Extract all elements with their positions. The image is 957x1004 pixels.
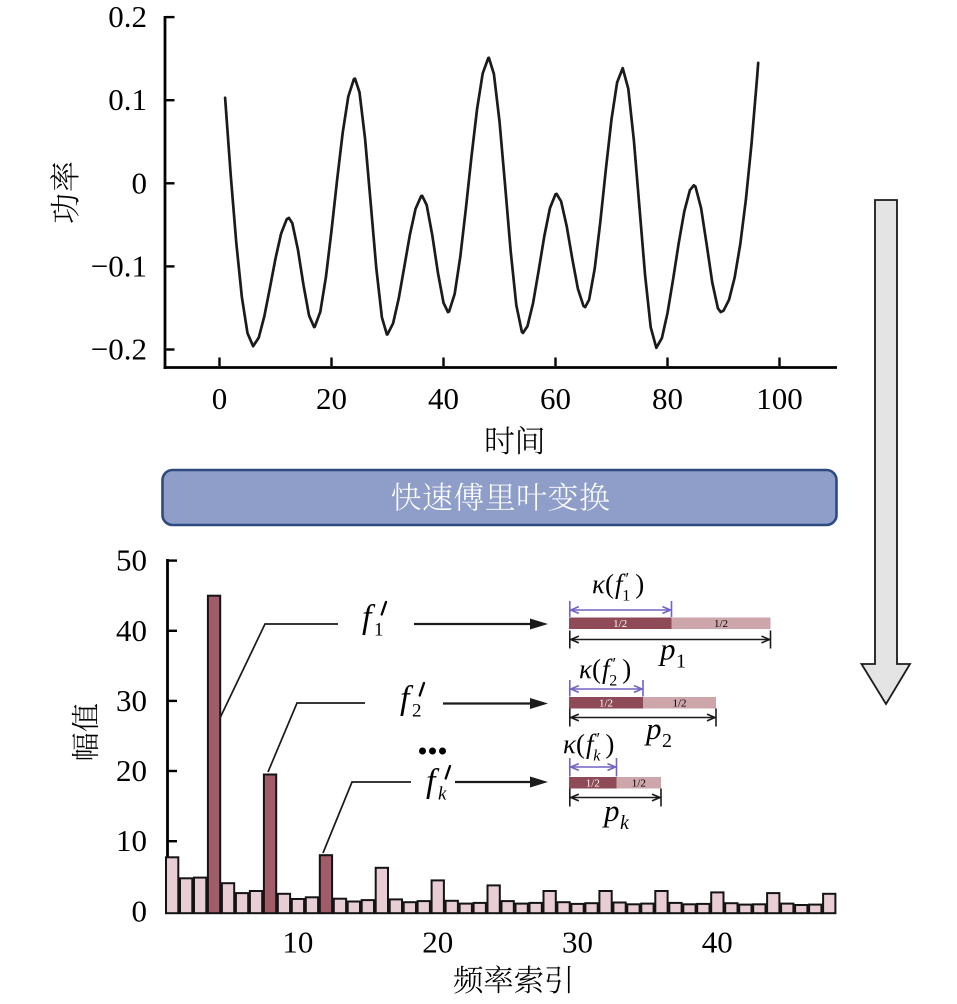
- svg-text:1/2: 1/2: [613, 618, 627, 630]
- svg-text:80: 80: [652, 381, 683, 416]
- svg-text:50: 50: [116, 543, 147, 578]
- svg-text:30: 30: [562, 925, 593, 960]
- svg-text:1: 1: [676, 651, 686, 673]
- svg-text:40: 40: [702, 925, 733, 960]
- svg-text:10: 10: [282, 925, 313, 960]
- svg-text:1/2: 1/2: [586, 778, 600, 790]
- svg-text:−0.2: −0.2: [91, 332, 147, 367]
- svg-text:k: k: [438, 784, 447, 805]
- svg-text:1/2: 1/2: [672, 698, 686, 710]
- svg-text:0.2: 0.2: [108, 0, 147, 34]
- svg-text:0.1: 0.1: [108, 82, 147, 117]
- svg-text:1/2: 1/2: [599, 698, 613, 710]
- svg-text:κ(f′2): κ(f ′ 2): [579, 654, 631, 690]
- svg-text:κ(f′k): κ(f ′ k): [563, 729, 614, 765]
- svg-text:40: 40: [116, 613, 147, 648]
- svg-text:p: p: [658, 632, 676, 667]
- svg-text:40: 40: [428, 381, 459, 416]
- svg-text:20: 20: [422, 925, 453, 960]
- svg-text:30: 30: [116, 683, 147, 718]
- svg-text:20: 20: [316, 381, 347, 416]
- svg-text:1/2: 1/2: [632, 778, 646, 790]
- svg-text:100: 100: [756, 381, 803, 416]
- svg-text:0: 0: [132, 165, 148, 200]
- svg-text:1/2: 1/2: [714, 618, 728, 630]
- svg-text:p: p: [602, 793, 620, 828]
- svg-text:0: 0: [212, 381, 228, 416]
- svg-text:2: 2: [662, 730, 672, 752]
- svg-text:20: 20: [116, 753, 147, 788]
- svg-text:p: p: [644, 711, 662, 746]
- svg-text:60: 60: [540, 381, 571, 416]
- svg-text:2: 2: [412, 701, 422, 722]
- svg-text:−0.1: −0.1: [91, 248, 147, 283]
- svg-text:k: k: [620, 812, 630, 834]
- svg-text:0: 0: [132, 893, 148, 928]
- svg-text:1: 1: [374, 620, 384, 641]
- svg-text:10: 10: [116, 823, 147, 858]
- svg-text:κ(f′1): κ(f ′ 1): [592, 569, 644, 605]
